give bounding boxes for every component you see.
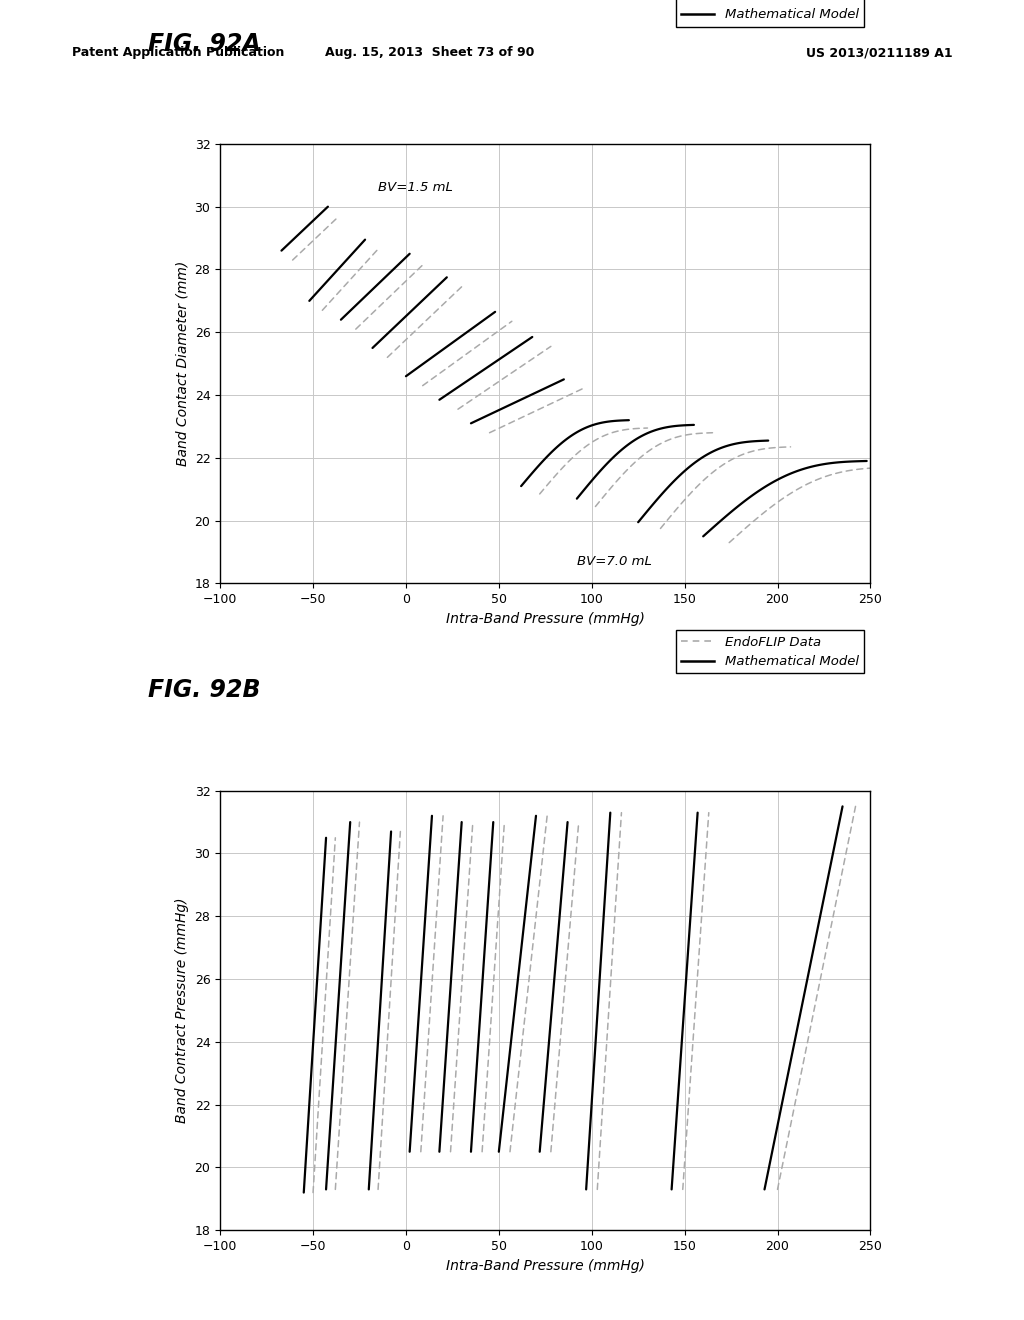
X-axis label: Intra-Band Pressure (mmHg): Intra-Band Pressure (mmHg) [445,1258,645,1272]
Y-axis label: Band Contract Pressure (mmHg): Band Contract Pressure (mmHg) [175,898,189,1123]
Text: Aug. 15, 2013  Sheet 73 of 90: Aug. 15, 2013 Sheet 73 of 90 [326,46,535,59]
Legend: EndoFLIP Data, Mathematical Model: EndoFLIP Data, Mathematical Model [676,0,864,26]
Text: Patent Application Publication: Patent Application Publication [72,46,284,59]
Text: FIG. 92A: FIG. 92A [148,32,261,55]
Text: FIG. 92B: FIG. 92B [148,678,261,702]
Y-axis label: Band Contact Diameter (mm): Band Contact Diameter (mm) [175,261,189,466]
Text: US 2013/0211189 A1: US 2013/0211189 A1 [806,46,952,59]
Text: BV=7.0 mL: BV=7.0 mL [577,554,651,568]
Text: BV=1.5 mL: BV=1.5 mL [378,181,453,194]
Legend: EndoFLIP Data, Mathematical Model: EndoFLIP Data, Mathematical Model [676,630,864,673]
X-axis label: Intra-Band Pressure (mmHg): Intra-Band Pressure (mmHg) [445,611,645,626]
